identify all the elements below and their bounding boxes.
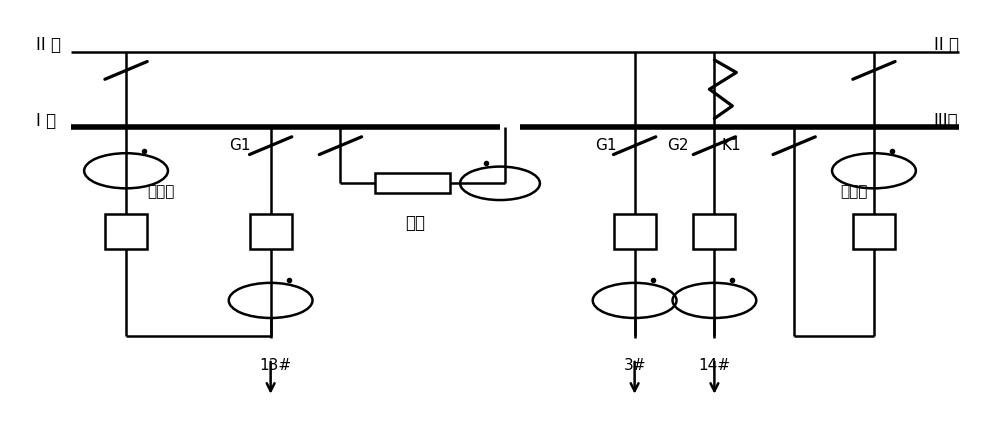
Text: II 母: II 母 bbox=[934, 36, 959, 54]
Text: G2: G2 bbox=[668, 138, 689, 153]
Text: G1: G1 bbox=[229, 138, 250, 153]
Text: 3#: 3# bbox=[623, 358, 646, 373]
FancyBboxPatch shape bbox=[693, 213, 735, 249]
Text: K1: K1 bbox=[721, 138, 741, 153]
Text: I 母: I 母 bbox=[36, 112, 56, 130]
FancyBboxPatch shape bbox=[250, 213, 292, 249]
Text: 母联２: 母联２ bbox=[840, 184, 868, 199]
Text: 14#: 14# bbox=[698, 358, 730, 373]
FancyBboxPatch shape bbox=[375, 173, 450, 193]
FancyBboxPatch shape bbox=[105, 213, 147, 249]
Text: III母: III母 bbox=[934, 112, 958, 130]
Text: 母联１: 母联１ bbox=[147, 184, 175, 199]
FancyBboxPatch shape bbox=[614, 213, 656, 249]
Text: G1: G1 bbox=[595, 138, 616, 153]
Text: II 母: II 母 bbox=[36, 36, 61, 54]
FancyBboxPatch shape bbox=[853, 213, 895, 249]
Text: 13#: 13# bbox=[260, 358, 292, 373]
Text: 分段: 分段 bbox=[405, 214, 425, 232]
